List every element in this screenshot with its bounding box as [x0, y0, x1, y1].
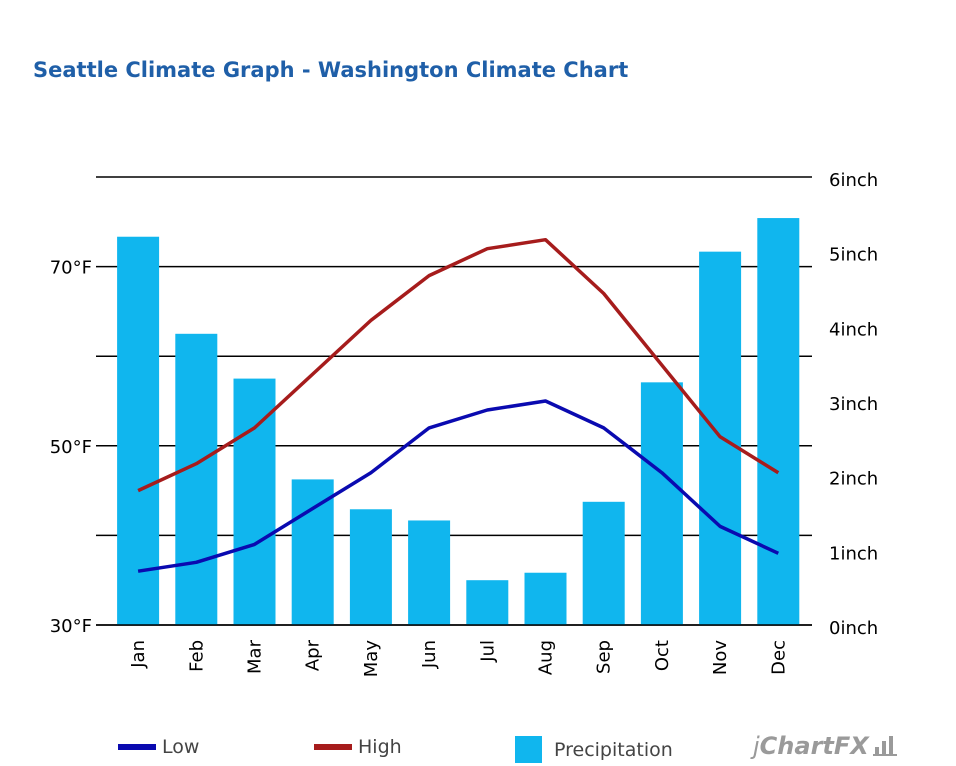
x-tick-label-mar: Mar: [245, 639, 266, 674]
precipitation-bar-mar: [233, 378, 276, 625]
legend-item-precipitation[interactable]: Precipitation: [515, 736, 673, 763]
precipitation-bar-feb: [175, 333, 218, 625]
left-axis-ticks: 30°F 50°F 70°F: [50, 258, 92, 637]
precipitation-bar-jul: [466, 580, 509, 625]
right-tick-label: 0inch: [829, 618, 878, 639]
precipitation-bars: [96, 218, 812, 626]
left-tick-label: 30°F: [50, 616, 92, 637]
legend-label-low: Low: [162, 736, 200, 758]
high-temperature-line: [137, 237, 780, 493]
x-tick-label-nov: Nov: [710, 640, 731, 675]
precipitation-bar-oct: [640, 382, 683, 625]
x-tick-label-aug: Aug: [536, 640, 557, 675]
low-temperature-line: [137, 399, 780, 573]
x-tick-label-apr: Apr: [303, 639, 324, 671]
precipitation-bar-jan: [117, 236, 160, 625]
right-tick-label: 3inch: [829, 394, 878, 415]
x-axis-ticks: Jan Feb Mar Apr May Jun Jul Aug Sep Oct Nov Dec: [128, 639, 789, 677]
precipitation-bar-dec: [757, 218, 800, 626]
precipitation-bar-jun: [408, 520, 451, 625]
precipitation-bar-aug: [524, 572, 567, 625]
x-tick-label-sep: Sep: [594, 640, 615, 674]
precipitation-swatch: [515, 736, 542, 763]
x-tick-label-dec: Dec: [768, 640, 789, 675]
low-swatch: [118, 744, 156, 750]
x-tick-label-oct: Oct: [652, 640, 673, 671]
temperature-lines: [137, 237, 780, 573]
jchartfx-logo: j ChartFX: [753, 732, 899, 760]
precipitation-bar-sep: [582, 501, 625, 625]
x-tick-label-jan: Jan: [128, 640, 149, 669]
left-tick-label: 50°F: [50, 437, 92, 458]
right-tick-label: 2inch: [829, 469, 878, 490]
right-tick-label: 1inch: [829, 543, 878, 564]
logo-bars-icon: [872, 736, 897, 756]
right-tick-label: 5inch: [829, 245, 878, 266]
left-tick-label: 70°F: [50, 258, 92, 279]
x-tick-label-may: May: [361, 640, 382, 678]
legend-item-high[interactable]: High: [314, 736, 402, 758]
chart-title: Seattle Climate Graph - Washington Clima…: [33, 58, 629, 82]
right-tick-label: 4inch: [829, 319, 878, 340]
x-tick-label-feb: Feb: [186, 640, 207, 672]
high-swatch: [314, 744, 352, 750]
precipitation-bar-apr: [291, 479, 334, 625]
right-axis-ticks: 0inch 1inch 2inch 3inch 4inch 5inch 6inch: [829, 170, 878, 639]
x-tick-label-jul: Jul: [477, 640, 498, 663]
legend-item-low[interactable]: Low: [118, 736, 199, 758]
precipitation-bar-may: [349, 509, 392, 625]
legend-label-precipitation: Precipitation: [554, 738, 673, 761]
x-tick-label-jun: Jun: [419, 640, 440, 669]
legend-label-high: High: [358, 736, 402, 758]
right-tick-label: 6inch: [829, 170, 878, 191]
